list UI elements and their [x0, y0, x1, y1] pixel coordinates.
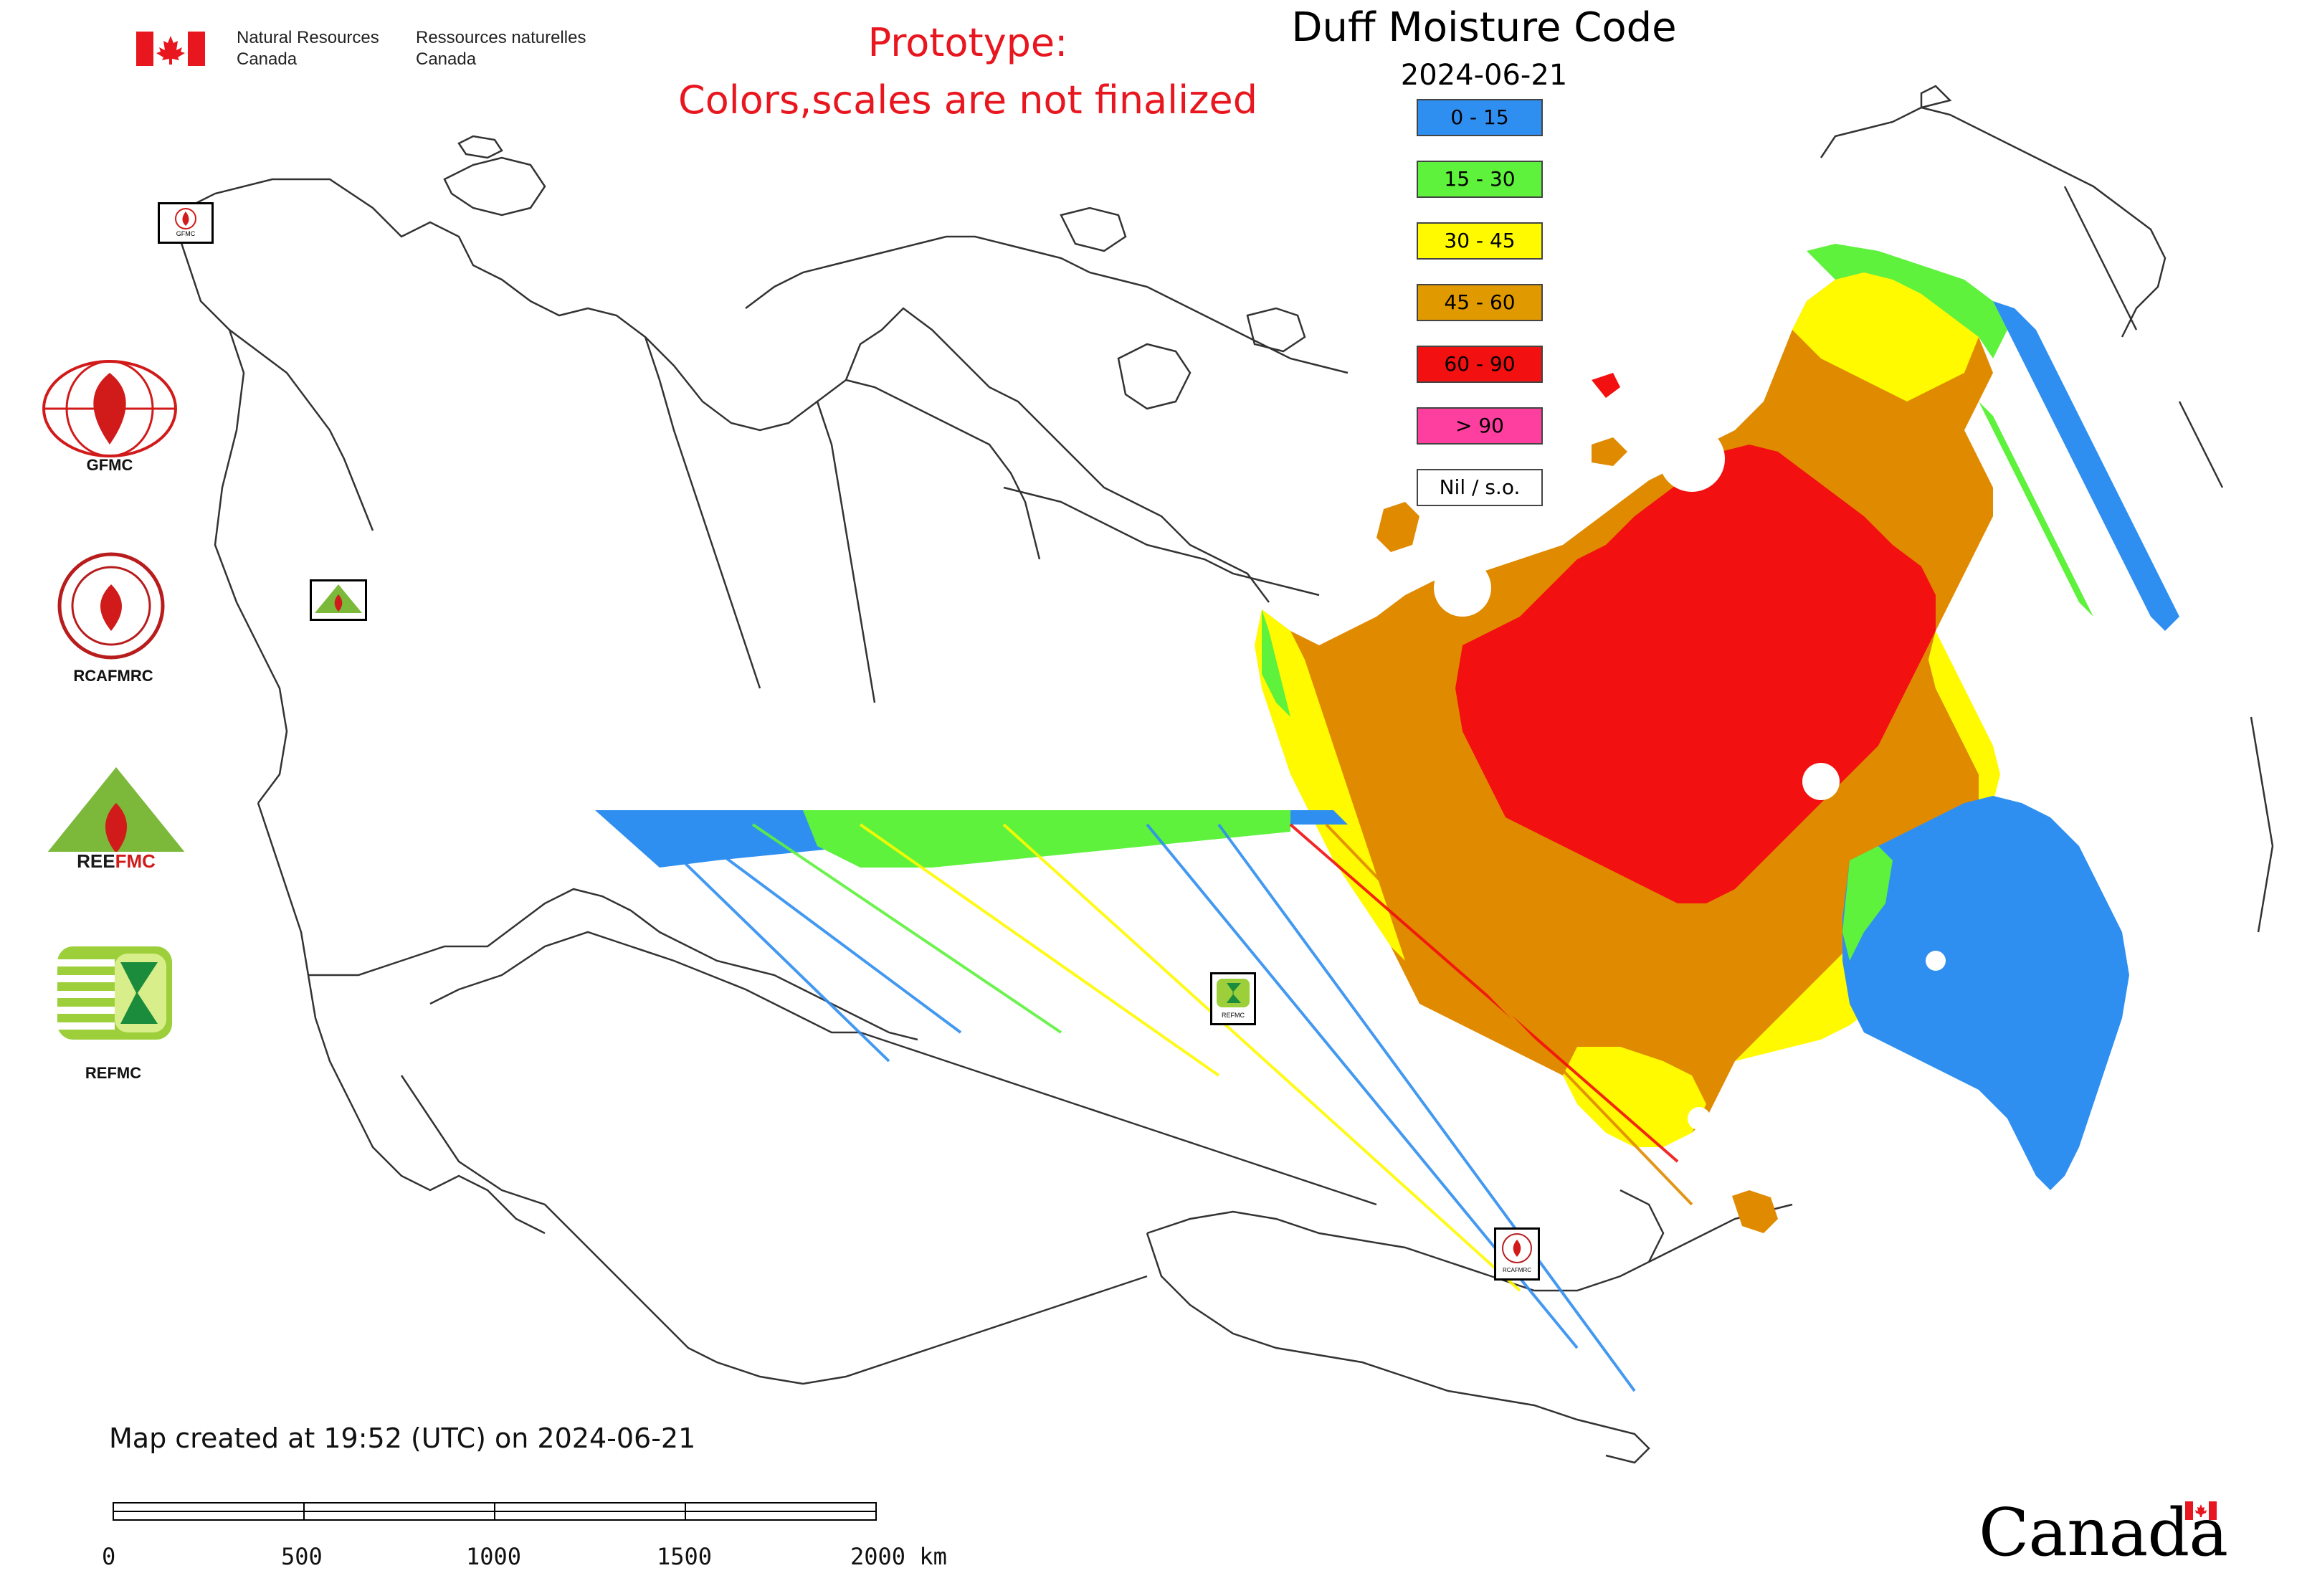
scale-bar: 0 500 1000 1500 2000 km: [102, 1498, 968, 1577]
rcafmrc-logo-icon: [57, 552, 165, 660]
legend-title: Duff Moisture Code: [1291, 4, 1677, 51]
gfmc-badge-label: GFMC: [176, 230, 196, 237]
country-boundaries: [171, 85, 2274, 1464]
reefmc-badge-icon: [315, 584, 362, 613]
dmc-island: [1592, 437, 1627, 466]
reefmc-logo-icon: REEFMC: [37, 767, 195, 872]
rcafmrc-map-badge: RCAFMRC: [1494, 1227, 1540, 1281]
legend-label: Nil / s.o.: [1439, 475, 1521, 499]
legend-item-over-90: > 90: [1417, 407, 1543, 445]
refmc-logo-icon: [57, 946, 172, 1040]
scale-label: 2000 km: [850, 1543, 947, 1570]
agency-name-fr: Ressources naturelles Canada: [416, 28, 586, 69]
legend-item-60-90: 60 - 90: [1417, 346, 1543, 383]
dmc-region-15-30-coast: [1979, 402, 2093, 617]
legend-label: 45 - 60: [1444, 290, 1516, 314]
gfmc-logo-icon: [42, 360, 177, 457]
gfmc-badge-icon: [175, 208, 196, 229]
canada-wordmark-flag-icon: [2185, 1501, 2217, 1520]
nil-area: [1659, 426, 1725, 492]
nil-area: [2098, 1116, 2118, 1136]
dmc-region-15-30-ne: [1807, 244, 2007, 358]
refmc-map-badge: REFMC: [1210, 972, 1256, 1025]
dmc-raster: [595, 244, 2179, 1392]
legend-item-45-60: 45 - 60: [1417, 284, 1543, 321]
legend-item-0-15: 0 - 15: [1417, 99, 1543, 136]
canada-flag-icon: [136, 32, 205, 66]
dmc-region-15-30-west: [803, 810, 1290, 868]
legend-date: 2024-06-21: [1400, 59, 1568, 92]
dmc-island: [1376, 502, 1419, 552]
dmc-region-15-30: [1262, 609, 1290, 717]
scale-label: 1000: [466, 1543, 522, 1570]
dmc-region-30-45-south: [1563, 1047, 1706, 1147]
refmc-badge-label: REFMC: [1222, 1012, 1245, 1019]
legend-label: > 90: [1455, 414, 1504, 437]
scale-label: 1500: [657, 1543, 713, 1570]
map-created-timestamp: Map created at 19:52 (UTC) on 2024-06-21: [109, 1422, 696, 1454]
rcafmrc-badge-label: RCAFMRC: [1503, 1267, 1531, 1273]
scale-label: 500: [281, 1543, 323, 1570]
legend-item-nil: Nil / s.o.: [1417, 469, 1543, 506]
nil-area: [1802, 763, 1840, 800]
dmc-region-0-15-ne: [1993, 301, 2179, 631]
prototype-line-2: Colors,scales are not finalized: [678, 77, 1257, 123]
dmc-region-15-30-se: [1842, 846, 1893, 961]
gfmc-map-badge: GFMC: [158, 202, 214, 244]
rcafmrc-badge-icon: [1502, 1233, 1532, 1263]
rcafmrc-logo-label: RCAFMRC: [73, 667, 153, 685]
gfmc-logo-label: GFMC: [86, 456, 133, 474]
dmc-region-0-15-se: [1842, 796, 2129, 1190]
legend-label: 15 - 30: [1444, 167, 1516, 191]
prototype-line-1: Prototype:: [867, 20, 1068, 65]
legend-label: 60 - 90: [1444, 352, 1516, 376]
svg-text:REEFMC: REEFMC: [77, 850, 156, 872]
reefmc-map-badge: [310, 579, 367, 621]
dmc-island: [1732, 1190, 1778, 1233]
dmc-region-30-45: [1255, 609, 1405, 961]
agency-name-en: Natural Resources Canada: [237, 28, 379, 69]
legend-label: 30 - 45: [1444, 229, 1516, 252]
legend-label: 0 - 15: [1450, 105, 1509, 129]
refmc-logo-label: REFMC: [85, 1064, 142, 1082]
prototype-notice: Prototype: Colors,scales are not finaliz…: [645, 14, 1290, 129]
nil-area: [1434, 559, 1491, 617]
nrcan-signature: Natural Resources Canada Ressources natu…: [136, 24, 624, 75]
legend-item-15-30: 15 - 30: [1417, 161, 1543, 198]
scale-bar-graphic: [113, 1502, 877, 1521]
dmc-region-30-45-ne: [1792, 272, 1979, 402]
nil-area: [1688, 1107, 1711, 1130]
dmc-island: [1592, 373, 1620, 398]
nil-area: [1926, 951, 1946, 971]
scale-label: 0: [102, 1543, 116, 1570]
refmc-badge-icon: [1217, 979, 1250, 1007]
legend-item-30-45: 30 - 45: [1417, 222, 1543, 260]
